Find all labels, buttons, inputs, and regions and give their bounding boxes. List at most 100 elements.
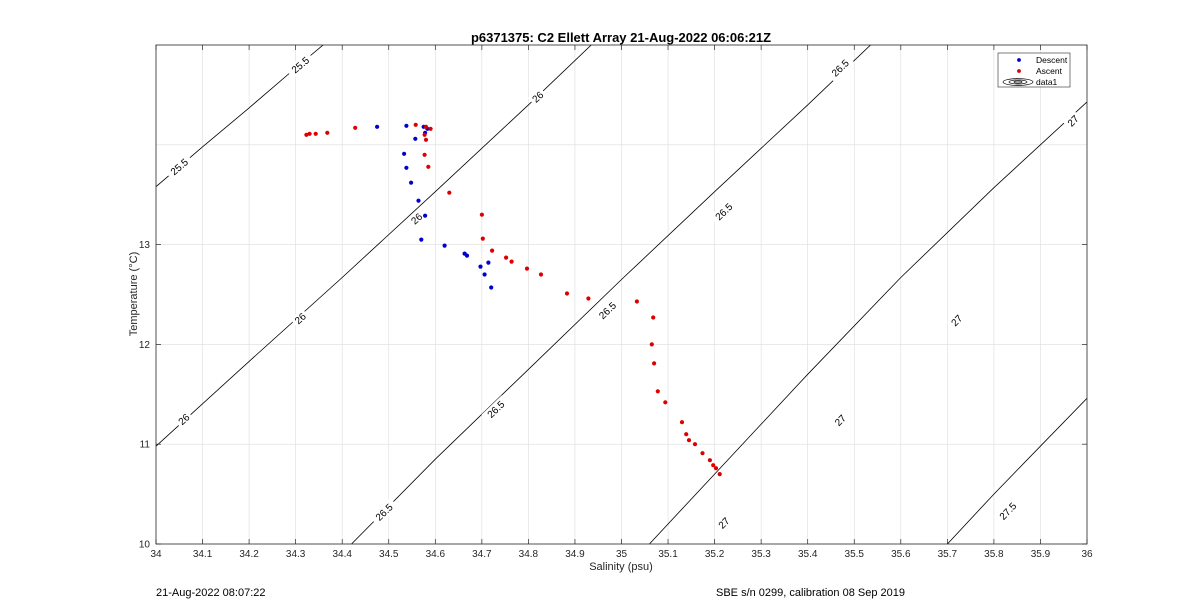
ascent-point — [652, 361, 657, 366]
descent-point — [409, 180, 414, 185]
ascent-point — [428, 126, 433, 131]
y-tick-label: 13 — [139, 240, 151, 251]
contour-label-bg — [709, 197, 739, 226]
contour-label-bg — [369, 498, 399, 527]
legend-data1-label: data1 — [1036, 77, 1058, 87]
ascent-point — [422, 132, 427, 137]
contour-label-bg — [946, 310, 967, 331]
series-ascent — [304, 122, 722, 477]
grid-lines — [156, 45, 1087, 544]
ascent-point — [679, 420, 685, 425]
descent-point — [478, 264, 483, 269]
ascent-point — [413, 122, 418, 127]
contour-label-bg — [285, 51, 315, 79]
x-tick-label: 34 — [150, 549, 162, 560]
contour-label-bg — [1063, 110, 1083, 131]
descent-point — [442, 243, 447, 248]
ascent-point — [538, 272, 544, 277]
ascent-point — [423, 124, 429, 129]
ascent-point — [711, 463, 716, 468]
descent-point — [419, 237, 424, 242]
x-tick-label: 35.7 — [938, 549, 958, 560]
contour-label-bg — [173, 409, 194, 430]
ascent-point — [564, 291, 570, 296]
contour-label-bg — [481, 395, 511, 424]
x-tick-label: 35.1 — [658, 549, 678, 560]
ascent-point — [422, 152, 427, 157]
ascent-point — [480, 236, 485, 241]
y-tick-label: 11 — [140, 440, 151, 451]
x-tick-label: 35.8 — [984, 549, 1004, 560]
descent-point — [413, 136, 418, 141]
ascent-point — [586, 296, 591, 301]
contour-label-bg — [830, 410, 851, 431]
contour-label-bg — [714, 513, 734, 533]
y-tick-label: 10 — [139, 540, 151, 551]
ascent-point — [447, 190, 452, 195]
legend: Descent Ascent data1 — [997, 52, 1071, 88]
contour-legend-icon — [1002, 78, 1034, 86]
contour-label-bg — [826, 53, 855, 83]
x-tick-label: 35.6 — [891, 549, 911, 560]
ascent-point — [707, 458, 713, 463]
x-tick-label: 35.2 — [705, 549, 725, 560]
x-tick-label: 34.2 — [239, 549, 259, 560]
ascent-point — [479, 212, 484, 217]
ascent-point — [423, 137, 429, 142]
descent-point — [375, 124, 380, 129]
x-tick-label: 34.6 — [426, 549, 446, 560]
ascent-point — [634, 299, 640, 304]
x-tick-label: 34.4 — [332, 549, 352, 560]
contour-label-bg — [993, 496, 1022, 526]
ascent-point — [663, 400, 668, 405]
legend-box — [997, 52, 1071, 88]
x-axis-label: Salinity (psu) — [589, 561, 653, 573]
descent-point — [482, 272, 487, 277]
ascent-point — [717, 472, 722, 477]
x-tick-label: 34.5 — [379, 549, 399, 560]
x-tick-label: 35.5 — [845, 549, 865, 560]
descent-point — [486, 260, 491, 265]
ascent-point — [692, 442, 698, 447]
timestamp-footer: 21-Aug-2022 08:07:22 — [156, 587, 266, 599]
x-tick-label: 35.9 — [1031, 549, 1051, 560]
y-axis-label: Temperature (°C) — [128, 252, 140, 336]
plot-area: 25.525.52626262626.526.526.526.526.52727… — [139, 44, 1093, 560]
contour-label-bg — [290, 308, 311, 329]
contour-label-bg — [406, 208, 427, 229]
ascent-point — [524, 266, 530, 271]
contour-label-bg — [527, 87, 548, 107]
x-tick-label: 34.1 — [193, 549, 213, 560]
ascent-point — [684, 432, 689, 437]
x-tick-label: 34.3 — [286, 549, 306, 560]
x-tick-label: 35.4 — [798, 549, 818, 560]
ascent-point — [509, 259, 514, 264]
legend-ascent-label: Ascent — [1036, 66, 1063, 76]
density-contour-27 — [649, 101, 1087, 544]
x-tick-label: 36 — [1081, 549, 1093, 560]
ascent-point — [490, 248, 495, 253]
descent-point — [404, 123, 409, 128]
descent-point — [404, 165, 409, 170]
ascent-point — [504, 255, 509, 260]
ascent-point — [700, 451, 705, 456]
ascent-point — [304, 132, 309, 137]
contour-label-bg — [593, 296, 622, 325]
ascent-point — [649, 342, 654, 347]
legend-descent-label: Descent — [1036, 55, 1068, 65]
legend-ascent-marker — [1017, 69, 1021, 73]
y-tick-label: 12 — [139, 340, 151, 351]
series-descent — [375, 123, 494, 290]
data-points — [304, 122, 722, 477]
calibration-footer: SBE s/n 0299, calibration 08 Sep 2019 — [716, 587, 905, 599]
ascent-point — [426, 164, 431, 169]
ascent-point — [353, 125, 358, 130]
contour-label-bg — [164, 153, 194, 181]
ascent-point — [325, 130, 330, 135]
x-tick-label: 34.8 — [519, 549, 539, 560]
density-contour-26.5 — [351, 45, 872, 544]
y-axis-ticks: 10 11 12 13 — [139, 240, 1087, 551]
ascent-point — [651, 315, 656, 320]
x-tick-label: 34.7 — [472, 549, 492, 560]
